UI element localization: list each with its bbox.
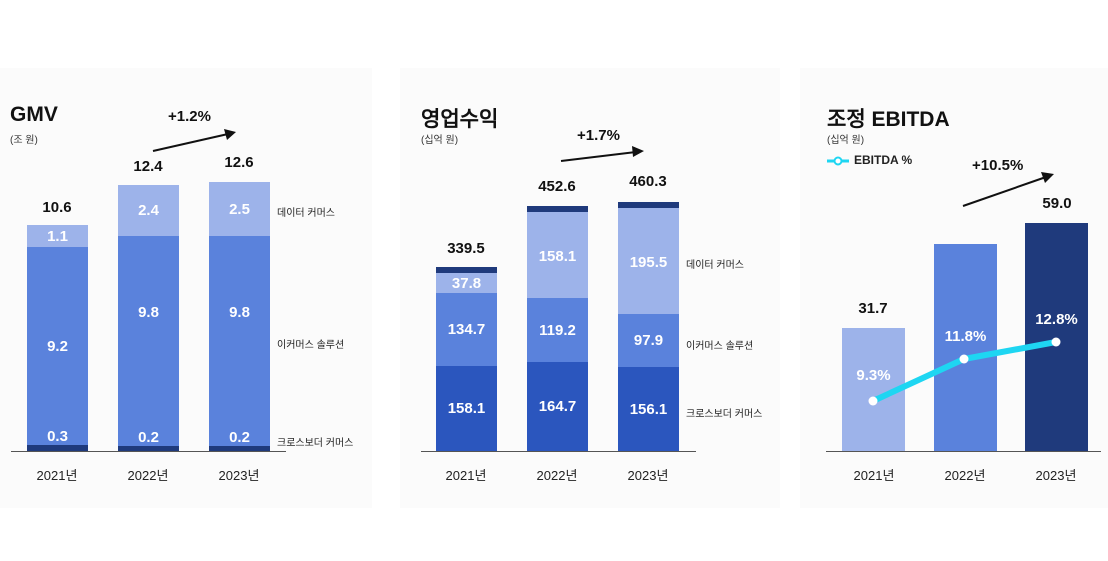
bar-segment-other bbox=[618, 202, 679, 208]
bar-segment-crossborder bbox=[27, 445, 88, 451]
bar-segment-ecommerce-solution: 9.8 bbox=[209, 236, 270, 445]
ebitda-legend-line-icon bbox=[827, 156, 849, 166]
ebitda-bar-2022 bbox=[934, 244, 997, 451]
bar-segment-data-commerce: 2.4 bbox=[118, 185, 179, 236]
bar-total: 12.4 bbox=[133, 158, 163, 175]
bar-segment-ecommerce-solution: 119.2 bbox=[527, 298, 588, 362]
legend-crossborder: 크로스보더 커머스 bbox=[686, 409, 763, 420]
bar-total: 460.3 bbox=[629, 173, 667, 190]
growth-arrow-icon bbox=[962, 172, 1054, 207]
revenue-unit: (십억 원) bbox=[421, 135, 459, 146]
x-tick-label: 2021년 bbox=[36, 468, 78, 483]
x-axis bbox=[421, 451, 696, 452]
bar-segment-data-commerce: 1.1 bbox=[27, 225, 88, 247]
ebitda-unit: (십억 원) bbox=[827, 135, 865, 146]
legend-data-commerce: 데이터 커머스 bbox=[277, 208, 335, 219]
x-axis bbox=[11, 451, 286, 452]
legend-data-commerce: 데이터 커머스 bbox=[686, 260, 744, 271]
legend-crossborder: 크로스보더 커머스 bbox=[277, 438, 354, 449]
bar-segment-crossborder bbox=[209, 446, 270, 451]
x-axis bbox=[826, 451, 1101, 452]
line-point bbox=[868, 396, 878, 406]
bar-segment-ecommerce-solution: 9.2 bbox=[27, 247, 88, 445]
ebitda-margin-line bbox=[868, 337, 1061, 406]
margin-label: 9.3% bbox=[856, 367, 891, 384]
ebitda-growth-label: +10.5% bbox=[972, 157, 1024, 174]
bar-segment-ecommerce-solution: 9.8 bbox=[118, 236, 179, 445]
gmv-unit: (조 원) bbox=[10, 135, 38, 146]
bar-segment-crossborder: 164.7 bbox=[527, 362, 588, 451]
margin-label: 11.8% bbox=[944, 328, 987, 345]
x-tick-label: 2023년 bbox=[627, 468, 669, 483]
legend-ecommerce-solution: 이커머스 솔루션 bbox=[277, 340, 345, 351]
bar-segment-ecommerce-solution: 134.7 bbox=[436, 293, 497, 366]
bar-segment-crossborder-label: 0.2 bbox=[118, 430, 179, 446]
bar-segment-data-commerce: 2.5 bbox=[209, 182, 270, 236]
bar-segment-crossborder: 158.1 bbox=[436, 366, 497, 451]
bar-total: 12.6 bbox=[224, 154, 254, 171]
bar-segment-data-commerce: 195.5 bbox=[618, 208, 679, 314]
x-tick-label: 2021년 bbox=[853, 468, 895, 483]
bar-total: 452.6 bbox=[538, 178, 576, 195]
line-point bbox=[959, 354, 969, 364]
legend-ecommerce-solution: 이커머스 솔루션 bbox=[686, 341, 754, 352]
revenue-title: 영업수익 bbox=[421, 108, 499, 131]
ebitda-bar-2023 bbox=[1025, 223, 1088, 451]
x-tick-label: 2022년 bbox=[536, 468, 578, 483]
ebitda-title: 조정 EBITDA bbox=[827, 108, 950, 131]
line-point bbox=[1051, 337, 1061, 347]
bar-segment-crossborder-label: 0.2 bbox=[209, 430, 270, 446]
bar-total: 339.5 bbox=[447, 240, 485, 257]
bar-segment-other bbox=[527, 206, 588, 212]
x-tick-label: 2023년 bbox=[218, 468, 260, 483]
x-tick-label: 2021년 bbox=[445, 468, 487, 483]
ebitda-legend-label: EBITDA % bbox=[854, 153, 913, 167]
bar-segment-ecommerce-solution: 97.9 bbox=[618, 314, 679, 367]
bar-segment-crossborder-label: 0.3 bbox=[27, 429, 88, 445]
gmv-title: GMV bbox=[10, 103, 58, 126]
bar-segment-other bbox=[436, 267, 497, 273]
growth-arrow-icon bbox=[560, 146, 644, 162]
gmv-growth-label: +1.2% bbox=[168, 108, 211, 125]
x-tick-label: 2022년 bbox=[127, 468, 169, 483]
bar-segment-data-commerce: 37.8 bbox=[436, 273, 497, 293]
growth-arrow-icon bbox=[152, 129, 236, 152]
bar-total: 10.6 bbox=[42, 199, 72, 216]
x-tick-label: 2022년 bbox=[944, 468, 986, 483]
bar-total: 59.0 bbox=[1042, 195, 1072, 212]
x-tick-label: 2023년 bbox=[1035, 468, 1077, 483]
revenue-growth-label: +1.7% bbox=[577, 127, 620, 144]
bar-total: 31.7 bbox=[858, 300, 888, 317]
bar-segment-crossborder: 156.1 bbox=[618, 367, 679, 451]
bar-segment-data-commerce: 158.1 bbox=[527, 212, 588, 298]
bar-segment-crossborder bbox=[118, 446, 179, 451]
margin-label: 12.8% bbox=[1035, 311, 1078, 328]
